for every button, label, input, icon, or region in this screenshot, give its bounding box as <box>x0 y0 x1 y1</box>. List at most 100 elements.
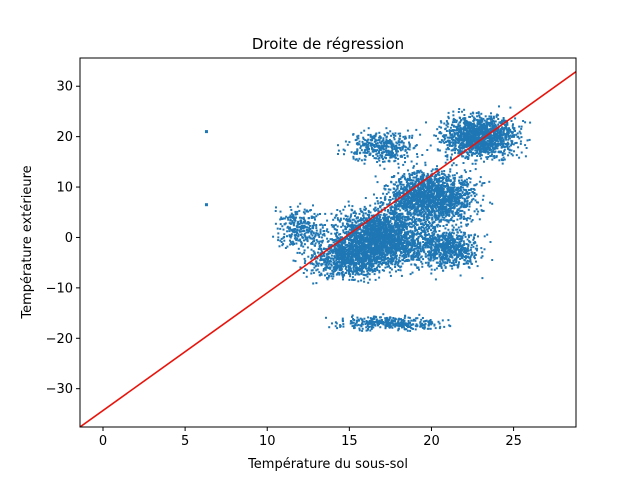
scatter-point <box>423 202 426 205</box>
scatter-point <box>398 225 401 228</box>
scatter-point <box>376 200 379 203</box>
scatter-point <box>429 205 432 208</box>
scatter-point <box>469 112 472 115</box>
scatter-point <box>445 219 448 222</box>
scatter-point <box>421 246 424 249</box>
scatter-point <box>354 232 357 235</box>
scatter-point <box>398 249 401 252</box>
scatter-point <box>468 154 471 157</box>
scatter-point <box>445 120 448 123</box>
scatter-point <box>370 243 373 246</box>
scatter-point <box>437 223 440 226</box>
scatter-point <box>454 193 457 196</box>
scatter-point <box>344 205 346 208</box>
scatter-point <box>365 259 368 262</box>
scatter-point <box>472 188 475 190</box>
scatter-point <box>491 202 494 205</box>
scatter-point <box>511 134 514 137</box>
scatter-point <box>506 123 509 126</box>
scatter-point <box>432 230 435 233</box>
scatter-point <box>402 208 405 211</box>
scatter-point <box>452 148 455 151</box>
scatter-point <box>413 263 416 266</box>
scatter-point <box>481 198 484 201</box>
scatter-point <box>445 185 447 188</box>
scatter-point <box>451 174 454 177</box>
scatter-point <box>388 211 391 214</box>
scatter-point <box>410 208 413 210</box>
scatter-point <box>430 264 433 267</box>
scatter-point <box>417 202 420 205</box>
scatter-point <box>431 218 434 221</box>
scatter-point <box>441 194 444 197</box>
scatter-point <box>399 230 402 233</box>
scatter-point <box>425 228 428 231</box>
scatter-point <box>412 190 415 193</box>
scatter-point <box>485 126 488 129</box>
scatter-point <box>463 182 466 185</box>
scatter-point <box>494 135 497 138</box>
scatter-point <box>493 122 496 125</box>
scatter-point <box>411 234 414 237</box>
scatter-point <box>442 190 444 192</box>
scatter-point <box>356 216 359 219</box>
scatter-point <box>442 140 445 143</box>
scatter-point <box>367 242 370 245</box>
scatter-point <box>447 198 450 201</box>
scatter-point <box>380 254 383 257</box>
scatter-point <box>330 212 333 215</box>
scatter-point <box>414 229 417 232</box>
scatter-point <box>403 206 406 209</box>
scatter-point <box>409 212 412 215</box>
scatter-point <box>362 248 365 251</box>
scatter-point <box>390 259 393 262</box>
scatter-point <box>457 214 460 217</box>
scatter-point <box>455 202 458 205</box>
scatter-point <box>372 228 375 230</box>
scatter-point <box>403 223 406 226</box>
scatter-point <box>403 260 406 263</box>
scatter-point <box>489 133 492 136</box>
scatter-point <box>454 211 457 214</box>
scatter-point <box>398 256 401 259</box>
scatter-point <box>512 128 515 131</box>
scatter-point <box>339 236 342 239</box>
scatter-point <box>441 198 444 201</box>
scatter-point <box>431 168 434 171</box>
scatter-point <box>361 243 364 246</box>
scatter-point <box>507 148 510 150</box>
scatter-point <box>342 231 345 234</box>
scatter-point <box>409 251 412 254</box>
scatter-point <box>402 233 405 236</box>
scatter-point <box>453 176 456 179</box>
scatter-point <box>422 207 424 210</box>
scatter-point <box>412 239 415 242</box>
scatter-point <box>386 185 389 187</box>
scatter-point <box>446 158 449 161</box>
scatter-point <box>477 126 480 129</box>
scatter-point <box>426 214 429 217</box>
scatter-point <box>466 205 469 207</box>
scatter-point <box>461 110 463 113</box>
scatter-point <box>483 134 486 137</box>
scatter-point <box>418 233 421 235</box>
scatter-point <box>440 206 443 209</box>
scatter-point <box>374 241 377 244</box>
scatter-point <box>394 236 396 239</box>
scatter-point <box>460 225 463 228</box>
scatter-point <box>367 211 370 213</box>
scatter-point <box>411 245 414 248</box>
scatter-point <box>427 200 430 202</box>
scatter-point <box>435 195 438 198</box>
scatter-point <box>397 172 400 175</box>
scatter-point <box>426 210 429 213</box>
scatter-point <box>429 179 432 182</box>
scatter-point <box>413 250 416 253</box>
scatter-point <box>455 164 458 167</box>
scatter-point <box>464 206 466 209</box>
scatter-point <box>419 176 422 179</box>
scatter-point <box>520 127 523 130</box>
scatter-point <box>517 146 520 149</box>
scatter-point <box>463 200 466 203</box>
scatter-point <box>390 252 393 255</box>
